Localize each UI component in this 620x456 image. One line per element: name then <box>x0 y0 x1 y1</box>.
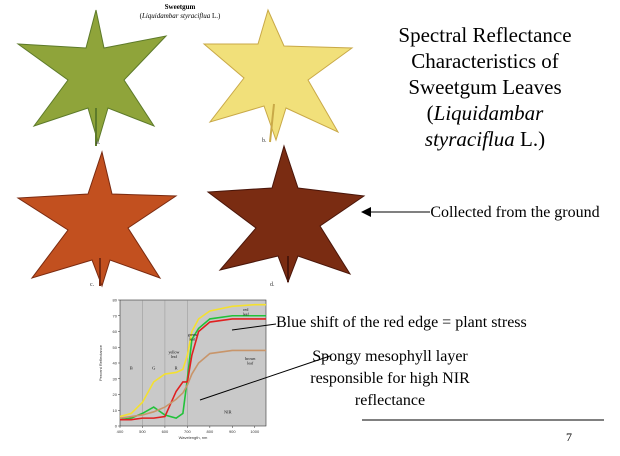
y-tick-label: 70 <box>113 313 118 318</box>
leaf-c <box>6 148 186 288</box>
collected-note: Collected from the ground <box>430 204 600 221</box>
y-tick-label: 80 <box>113 298 118 303</box>
figure-title: Sweetgum (Liquidambar styraciflua L.) <box>139 3 221 20</box>
figure-title-latin: Liquidambar styraciflua <box>141 12 211 20</box>
slide-title-latin2: styraciflua <box>424 127 515 151</box>
figure-title-author: L. <box>211 12 219 20</box>
x-tick-label: 900 <box>229 429 236 434</box>
slide-title-latin2-line: styraciflua L.) <box>360 126 610 152</box>
y-axis-label: Percent Reflectance <box>98 344 103 381</box>
region-label: NIR <box>224 409 232 414</box>
collected-arrow <box>361 207 430 217</box>
reflectance-chart-svg: 0 10 20 30 40 50 60 70 80 400 500 600 700 800 900 1000 W… <box>98 298 267 440</box>
y-tick-label: 20 <box>113 392 118 397</box>
series-line-green-leaf <box>119 314 266 421</box>
y-tick-label: 10 <box>113 408 118 413</box>
series-line-yellow-leaf <box>119 303 266 418</box>
y-tick-label: 0 <box>115 424 118 429</box>
y-tick-label: 40 <box>113 361 118 366</box>
leaf-c-caption: c. <box>90 282 95 288</box>
y-tick-label: 50 <box>113 345 118 350</box>
series-label: leaf <box>243 312 250 317</box>
x-tick-label: 1000 <box>250 429 260 434</box>
plot-area <box>119 299 267 427</box>
series-line-red-leaf <box>120 318 266 421</box>
y-tick-label: 30 <box>113 376 118 381</box>
leaf-c-svg <box>16 150 178 288</box>
x-axis-label: Wavelength, nm <box>179 435 208 440</box>
x-tick-label: 500 <box>139 429 146 434</box>
series-label: leaf <box>189 337 196 342</box>
slide-title-line1: Spectral Reflectance <box>398 23 572 47</box>
series-label: red <box>243 307 248 312</box>
region-label: B <box>130 365 133 370</box>
leaf-d-caption: d. <box>270 282 275 288</box>
leaf-a <box>8 8 178 148</box>
blue-shift-pointer <box>231 323 277 331</box>
leaf-d-svg <box>206 144 366 284</box>
leaf-b-svg <box>202 8 354 143</box>
series-line-brown-leaf <box>119 349 266 419</box>
region-label: R <box>175 365 178 370</box>
leaf-a-caption: a. <box>96 140 101 146</box>
x-tick-label: 800 <box>207 429 214 434</box>
x-tick-label: 400 <box>117 429 124 434</box>
series-label: brown <box>245 356 255 361</box>
slide-title-line2: Characteristics of <box>411 49 559 73</box>
slide-title-latin-line: (Liquidambar <box>426 101 544 125</box>
x-tick-label: 600 <box>162 429 169 434</box>
slide-title: Spectral Reflectance Characteristics of … <box>360 22 610 152</box>
spongy-pointer <box>199 355 331 401</box>
series-label: leaf <box>247 360 254 365</box>
page-number: 7 <box>566 430 572 444</box>
leaf-b-caption: b. <box>262 138 267 144</box>
series-label: yellow <box>168 350 179 355</box>
spongy-note: Spongy mesophyll layer responsible for h… <box>310 348 470 409</box>
leaf-d <box>200 144 370 284</box>
slide-title-latin: Liquidambar <box>433 101 544 125</box>
blue-shift-note: Blue shift of the red edge = plant stres… <box>276 314 527 331</box>
y-tick-label: 60 <box>113 329 118 334</box>
leaf-b <box>190 4 360 144</box>
x-tick-label: 700 <box>184 429 191 434</box>
slide-title-line3: Sweetgum Leaves <box>408 75 562 99</box>
series-label: leaf <box>171 354 178 359</box>
region-label: G <box>152 365 156 370</box>
reflectance-chart: 0 10 20 30 40 50 60 70 80 400 500 600 700 800 900 1000 W… <box>96 296 270 446</box>
slide-title-author: L.) <box>514 127 546 151</box>
series-label: green <box>188 332 197 337</box>
leaf-a-svg <box>16 9 168 146</box>
figure-title-main: Sweetgum <box>164 3 196 11</box>
